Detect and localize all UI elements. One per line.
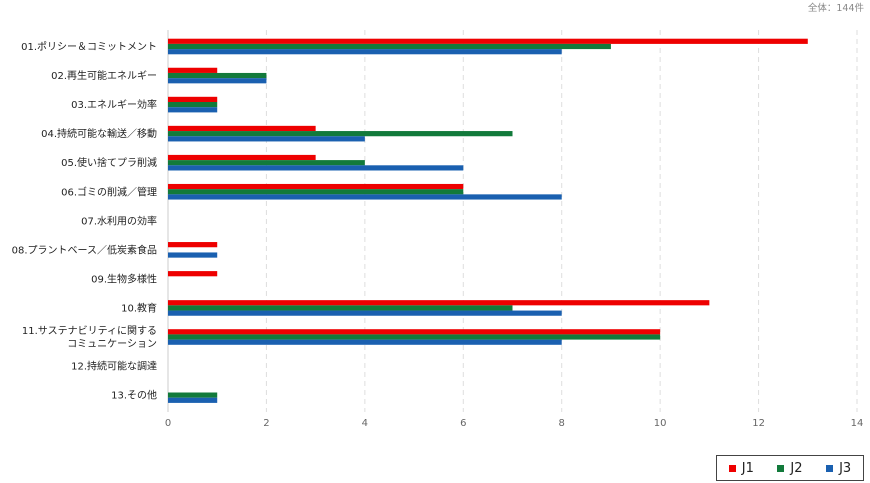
bar-j2 (168, 305, 513, 311)
category-label: 12.持続可能な調達 (71, 360, 157, 373)
legend-item-j3: J3 (826, 461, 851, 476)
bars (168, 38, 808, 403)
bar-j2 (168, 189, 464, 195)
bar-j2 (168, 131, 513, 137)
total-count-label: 全体：144件 (807, 3, 864, 14)
bar-j3 (168, 310, 562, 316)
bar-j1 (168, 271, 218, 277)
bar-j1 (168, 154, 316, 161)
bar-j3 (168, 339, 562, 345)
category-label: 07.水利用の効率 (81, 214, 157, 227)
bar-j1 (168, 242, 218, 248)
x-tick-label: 0 (165, 418, 171, 429)
category-label: 02.再生可能エネルギー (51, 69, 157, 82)
x-tick-label: 8 (559, 418, 565, 429)
category-label: 13.その他 (111, 389, 157, 402)
x-tick-labels: 0 2 4 6 8 10 12 14 (165, 418, 864, 429)
bar-j3 (168, 194, 562, 200)
category-label: 04.持続可能な輸送／移動 (41, 127, 157, 140)
category-label: 10.教育 (121, 301, 157, 314)
bar-j3 (168, 107, 218, 113)
legend-label-j3: J3 (839, 460, 852, 476)
legend-swatch-j1 (728, 464, 736, 472)
legend-item-j2: J2 (777, 460, 803, 476)
bar-j3 (168, 397, 218, 403)
bar-j2 (168, 160, 365, 166)
bar-j3 (168, 165, 464, 171)
bar-j2 (168, 72, 267, 79)
category-label: 11.サステナビリティに関する (22, 325, 157, 337)
category-label: 08.プラントベース／低炭素食品 (12, 243, 157, 256)
bar-j1 (168, 96, 218, 102)
bar-j1 (168, 300, 710, 306)
category-label: コミュニケーション (67, 338, 157, 350)
legend-swatch-j3 (826, 464, 834, 472)
x-tick-label: 6 (460, 418, 466, 429)
bar-j1 (168, 67, 218, 73)
legend-label-j1: J1 (741, 460, 754, 476)
category-label: 05.使い捨てプラ削減 (61, 156, 157, 169)
bar-j1 (168, 38, 808, 44)
bar-j3 (168, 78, 267, 84)
x-tick-label: 2 (263, 418, 269, 429)
legend-swatch-j2 (777, 464, 785, 472)
bar-j3 (168, 49, 562, 55)
bar-j1 (168, 329, 661, 335)
bar-j2 (168, 334, 661, 340)
legend-label-j2: J2 (790, 460, 803, 476)
category-label: 09.生物多様性 (91, 272, 157, 285)
horizontal-bar-chart: 01.ポリシー＆コミットメント 02.再生可能エネルギー 03.エネルギー効率 04.… (12, 30, 864, 429)
gridlines (167, 30, 858, 412)
bar-j3 (168, 136, 365, 142)
x-tick-label: 14 (851, 418, 864, 429)
bar-j3 (168, 252, 218, 258)
bar-j2 (168, 392, 218, 398)
legend-item-j1: J1 (728, 460, 754, 476)
bar-j1 (168, 183, 464, 190)
legend: J1 J2 J3 (716, 455, 864, 481)
x-tick-label: 12 (752, 418, 765, 429)
category-label: 03.エネルギー効率 (71, 98, 157, 111)
x-tick-label: 4 (362, 418, 368, 429)
bar-j1 (168, 125, 316, 132)
category-label: 06.ゴミの削減／管理 (61, 185, 157, 198)
category-labels: 01.ポリシー＆コミットメント 02.再生可能エネルギー 03.エネルギー効率 04.… (12, 41, 157, 402)
bar-j2 (168, 43, 611, 50)
bar-j2 (168, 102, 218, 108)
category-label: 01.ポリシー＆コミットメント (21, 41, 157, 53)
x-tick-label: 10 (654, 418, 667, 429)
